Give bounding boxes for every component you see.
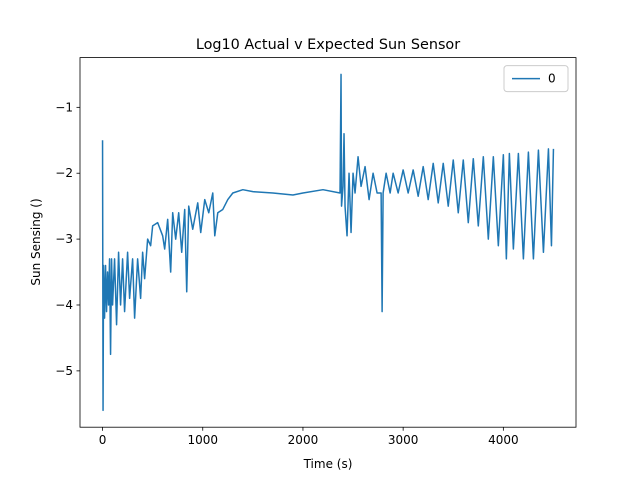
y-axis-label: Sun Sensing () xyxy=(29,198,43,285)
y-tick-label: −1 xyxy=(55,100,73,114)
x-tick-label: 4000 xyxy=(488,433,519,447)
chart-title: Log10 Actual v Expected Sun Sensor xyxy=(196,37,460,53)
x-axis-label: Time (s) xyxy=(303,457,353,471)
y-tick-label: −2 xyxy=(55,166,73,180)
y-tick-label: −3 xyxy=(55,232,73,246)
y-tick-label: −4 xyxy=(55,298,73,312)
x-tick-label: 3000 xyxy=(388,433,419,447)
plot-frame xyxy=(79,57,577,428)
x-tick-label: 0 xyxy=(99,433,107,447)
data-line xyxy=(101,73,555,412)
legend-label: 0 xyxy=(548,72,556,86)
x-tick-label: 2000 xyxy=(288,433,319,447)
y-tick-label: −5 xyxy=(55,364,73,378)
x-tick-label: 1000 xyxy=(187,433,218,447)
